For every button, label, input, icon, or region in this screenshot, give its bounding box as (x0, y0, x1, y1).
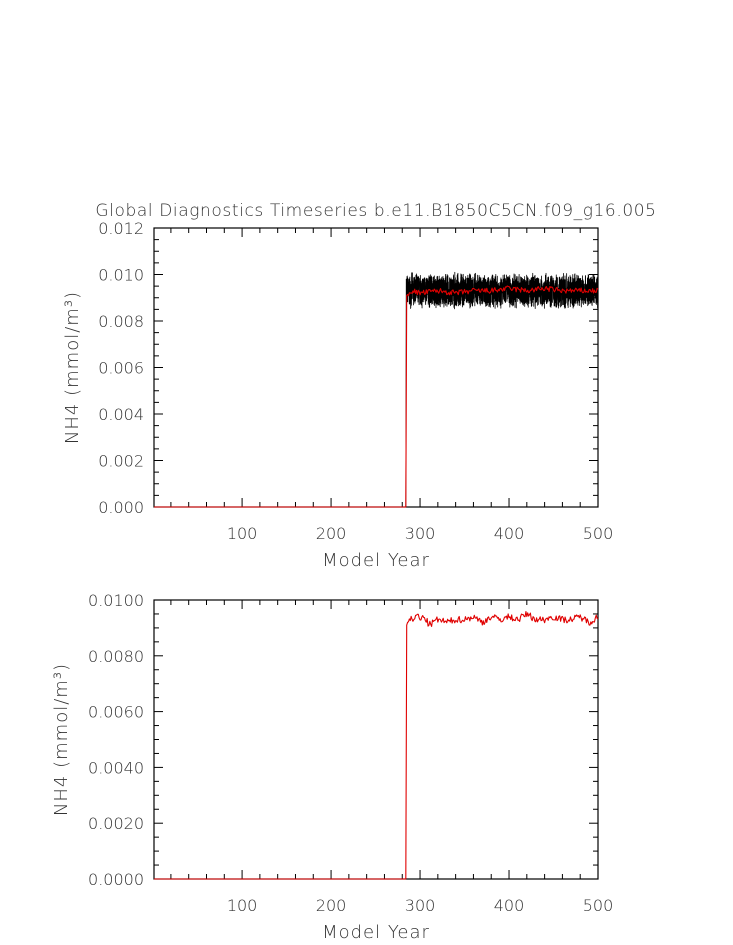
y-tick-label: 0.0060 (88, 703, 144, 722)
x-tick-label: 500 (583, 896, 614, 915)
series-annual-line (154, 285, 599, 508)
bottom-panel: 0.0000 0.0020 0.0040 0.0060 0.0080 0.0100 100 2… (51, 591, 613, 943)
y-tick-label: 0.000 (98, 498, 144, 517)
y-axis-label: NH4 (mmol/m³) (51, 663, 72, 816)
y-tick-label: 0.002 (98, 452, 144, 471)
y-tick-label: 0.008 (98, 312, 144, 331)
series-annual-line (154, 611, 599, 880)
x-tick-label: 300 (405, 524, 436, 543)
top-panel: 0.000 0.002 0.004 0.006 0.008 0.010 0.012 100 20… (62, 219, 613, 571)
x-tick-label: 200 (316, 524, 347, 543)
plot-frame (153, 227, 599, 508)
x-tick-label: 400 (494, 524, 525, 543)
x-tick-label: 500 (583, 524, 614, 543)
chart-title: Global Diagnostics Timeseries b.e11.B185… (95, 201, 656, 221)
x-axis-label: Model Year (322, 922, 430, 943)
y-tick-label: 0.004 (98, 405, 144, 424)
x-tick-label: 100 (227, 896, 258, 915)
y-tick-label: 0.0020 (88, 814, 144, 833)
y-axis-label: NH4 (mmol/m³) (62, 291, 83, 444)
y-tick-label: 0.010 (98, 266, 144, 285)
x-tick-label: 200 (316, 896, 347, 915)
x-tick-label: 400 (494, 896, 525, 915)
plot-frame (153, 599, 599, 880)
y-tick-label: 0.0080 (88, 647, 144, 666)
x-axis-label: Model Year (322, 550, 430, 571)
series-monthly-line (154, 271, 599, 508)
y-tick-label: 0.006 (98, 359, 144, 378)
x-tick-label: 300 (405, 896, 436, 915)
x-tick-label: 100 (227, 524, 258, 543)
y-tick-label: 0.0100 (88, 591, 144, 610)
y-tick-label: 0.0000 (88, 870, 144, 889)
y-tick-label: 0.012 (98, 219, 144, 238)
y-tick-label: 0.0040 (88, 758, 144, 777)
